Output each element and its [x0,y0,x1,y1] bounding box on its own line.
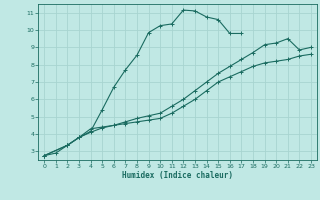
X-axis label: Humidex (Indice chaleur): Humidex (Indice chaleur) [122,171,233,180]
